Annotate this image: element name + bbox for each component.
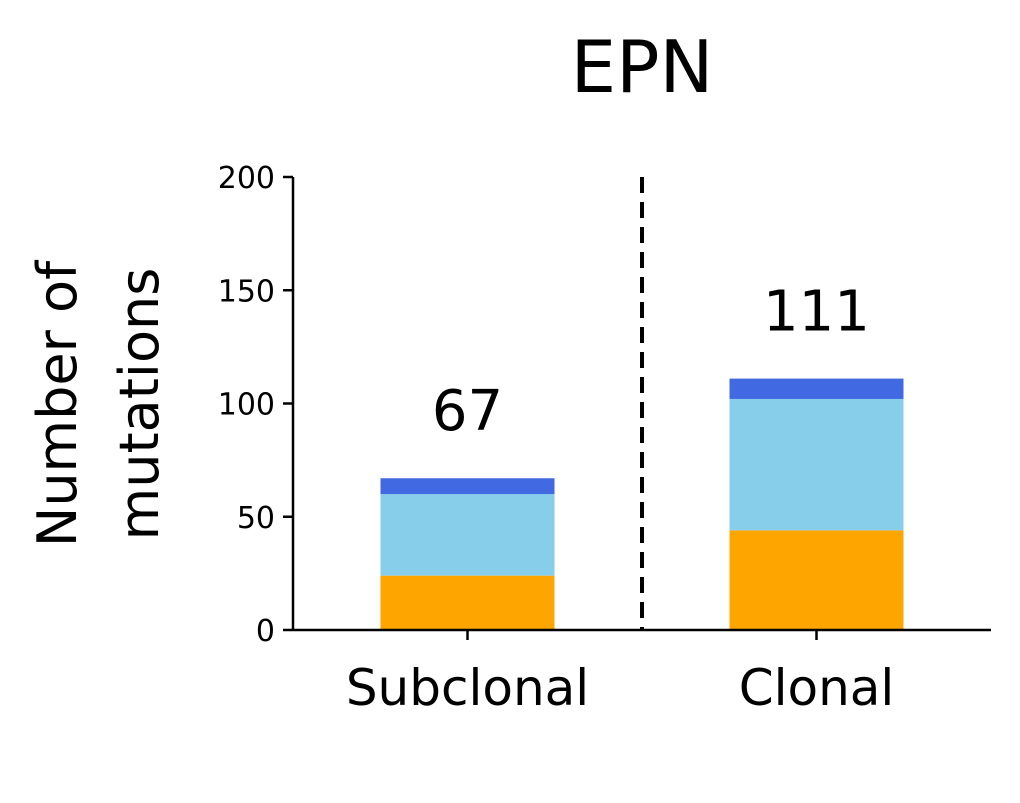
bar-segment [729,378,904,399]
y-tick-label: 100 [218,388,275,423]
bar-segment [729,398,904,531]
bar-total-label: 111 [763,280,870,345]
bars [380,378,904,630]
y-tick-label: 150 [218,274,275,309]
y-axis-ticks: 0 50 100 150 200 [218,161,293,649]
x-axis-ticks: Subclonal Clonal [346,630,894,717]
y-axis-label-line-1: Number of [26,259,89,547]
bar-segment [380,575,555,630]
y-axis-label: Number of mutations [26,259,171,547]
y-tick-label: 0 [256,614,275,649]
y-axis-label-line-2: mutations [108,268,171,541]
x-tick-label: Subclonal [346,659,589,717]
bar-segment [380,478,555,495]
bar-segment [729,530,904,630]
chart-title: EPN [571,25,714,109]
bar-total-label: 67 [432,379,503,444]
y-tick-label: 50 [237,501,275,536]
bar-totals: 67 111 [432,280,870,445]
bar-segment [380,494,555,576]
x-tick-label: Clonal [739,659,895,717]
y-tick-label: 200 [218,161,275,196]
